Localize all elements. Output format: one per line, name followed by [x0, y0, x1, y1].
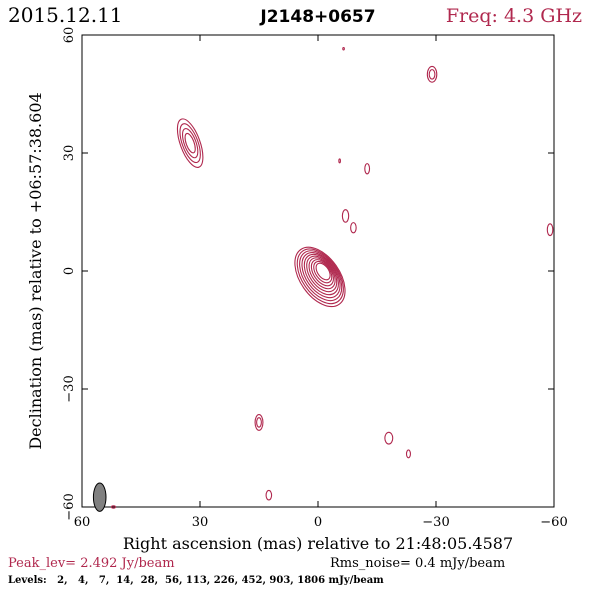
x-tick-label: 30: [192, 515, 209, 530]
component-spot-9: [265, 489, 273, 501]
plot-frame: [81, 34, 555, 508]
component-spot-10: [342, 47, 345, 51]
y-tick-label: 30: [62, 145, 77, 162]
x-tick-labels: 60 30 0 −30 −60: [74, 515, 568, 530]
contour-core-7: [308, 257, 336, 290]
component-spot-2: [341, 209, 350, 223]
contour-spot-12-1: [110, 505, 116, 509]
contour-spot-11-1: [338, 158, 341, 164]
contour-core-10: [315, 262, 331, 281]
contour-jet-knot-4: [184, 132, 196, 154]
contour-spot-6-1: [254, 414, 264, 431]
contour-spot-5-1: [546, 223, 554, 237]
contour-levels: Levels: 2, 4, 7, 14, 28, 56, 113, 226, 4…: [8, 575, 384, 586]
x-tick-label: 60: [74, 515, 91, 530]
component-spot-12: [110, 505, 116, 509]
y-tick-label: −30: [62, 375, 77, 402]
component-spot-1: [426, 65, 438, 83]
contour-core-2: [296, 248, 344, 305]
contour-core-6: [306, 255, 338, 293]
component-spot-11: [338, 158, 341, 164]
contour-spot-2-1: [341, 209, 350, 223]
observation-date: 2015.12.11: [8, 3, 123, 27]
peak-level: Peak_lev= 2.492 Jy/beam: [8, 556, 175, 571]
contour-jet-knot-2: [179, 123, 201, 164]
component-core: [294, 246, 346, 308]
contour-spot-10-1: [342, 47, 345, 51]
x-tick-label: 0: [314, 515, 322, 530]
component-spot-4: [364, 163, 371, 175]
component-spot-8: [405, 449, 411, 459]
contour-core-4: [301, 252, 341, 299]
component-spot-5: [546, 223, 554, 237]
axis-ticks: [81, 34, 555, 508]
contour-spot-9-1: [265, 489, 273, 501]
contour-spot-6-2: [256, 417, 262, 428]
contour-core-1: [294, 246, 346, 308]
x-tick-label: −30: [422, 515, 449, 530]
x-axis-label: Right ascension (mas) relative to 21:48:…: [123, 534, 513, 553]
contour-jet-knot-3: [181, 128, 199, 159]
component-spot-7: [384, 431, 394, 445]
contour-spot-1-1: [426, 65, 438, 83]
contour-core-8: [310, 259, 334, 287]
beam-layer: [92, 482, 107, 512]
x-tick-label: −60: [540, 515, 567, 530]
y-tick-label: 60: [62, 27, 77, 44]
component-spot-6: [254, 414, 264, 431]
contour-jet-knot-1: [176, 118, 204, 168]
contour-spot-7-1: [384, 431, 394, 445]
contour-spot-1-2: [428, 69, 436, 80]
contour-layer: [110, 47, 554, 509]
rms-noise: Rms_noise= 0.4 mJy/beam: [330, 556, 505, 571]
component-spot-3: [350, 222, 357, 234]
frequency-label: Freq: 4.3 GHz: [446, 5, 582, 27]
contour-core-3: [299, 250, 343, 302]
component-jet-knot: [176, 118, 204, 168]
y-tick-labels: −60 −30 0 30 60: [62, 27, 77, 521]
contour-core-5: [303, 253, 339, 296]
contour-spot-8-1: [405, 449, 411, 459]
beam-ellipse: [92, 482, 107, 512]
source-name: J2148+0657: [259, 7, 375, 27]
contour-core-9: [313, 260, 333, 284]
contour-spot-3-1: [350, 222, 357, 234]
y-tick-label: −60: [62, 493, 77, 520]
y-tick-label: 0: [62, 267, 77, 275]
contour-spot-4-1: [364, 163, 371, 175]
y-axis-label: Declination (mas) relative to +06:57:38.…: [26, 92, 45, 449]
